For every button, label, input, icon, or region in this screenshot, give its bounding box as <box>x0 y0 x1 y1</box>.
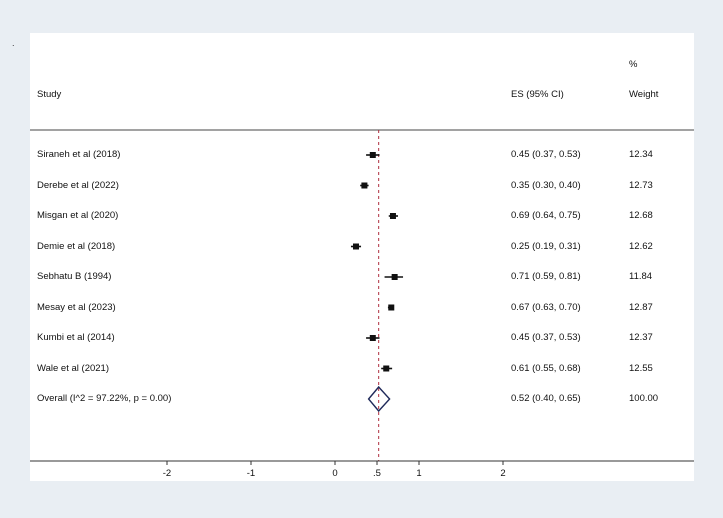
study-label: Derebe et al (2022) <box>37 179 119 191</box>
es-value: 0.67 (0.63, 0.70) <box>511 301 581 313</box>
point-estimate-marker <box>383 365 390 372</box>
point-estimate-marker <box>369 152 376 158</box>
forest-chart-svg: -2 -1 0 .5 1 2 <box>30 129 694 479</box>
weight-value: 12.73 <box>629 179 653 191</box>
study-label: Demie et al (2018) <box>37 240 116 252</box>
point-estimate-marker <box>391 274 398 280</box>
point-estimate-marker <box>369 335 376 341</box>
weight-value: 11.84 <box>629 271 653 282</box>
point-estimate-marker <box>389 213 396 219</box>
corner-mark: . <box>12 38 15 48</box>
study-label: Wale et al (2021) <box>37 362 109 374</box>
weight-value: 12.37 <box>629 332 653 343</box>
es-value: 0.71 (0.59, 0.81) <box>511 271 581 282</box>
study-label: Mesay et al (2023) <box>37 301 116 313</box>
weight-value: 12.55 <box>629 362 653 374</box>
study-header: Study <box>37 89 62 100</box>
pct-header: % <box>629 59 638 70</box>
forest-plot: % Study ES (95% CI) Weight Siraneh et al… <box>30 33 694 481</box>
point-estimate-marker <box>361 182 368 189</box>
x-tick-label: -1 <box>247 468 255 479</box>
study-label: Sebhatu B (1994) <box>37 271 112 282</box>
point-estimate-marker <box>388 304 395 311</box>
es-value: 0.61 (0.55, 0.68) <box>511 362 581 374</box>
weight-header: Weight <box>629 89 659 100</box>
es-value: 0.35 (0.30, 0.40) <box>511 179 581 191</box>
study-label: Misgan et al (2020) <box>37 210 119 221</box>
es-header: ES (95% CI) <box>511 89 564 100</box>
es-value: 0.45 (0.37, 0.53) <box>511 332 581 343</box>
weight-value: 12.62 <box>629 240 653 252</box>
overall-weight-value: 100.00 <box>629 393 659 404</box>
weight-value: 12.87 <box>629 301 653 313</box>
overall-label: Overall (I^2 = 97.22%, p = 0.00) <box>37 393 172 404</box>
es-value: 0.69 (0.64, 0.75) <box>511 210 581 221</box>
weight-value: 12.68 <box>629 210 653 221</box>
x-tick-label: 0 <box>332 468 337 479</box>
x-tick-label: 2 <box>500 468 505 479</box>
overall-diamond <box>367 385 391 413</box>
study-label: Kumbi et al (2014) <box>37 332 115 343</box>
study-label: Siraneh et al (2018) <box>37 149 121 160</box>
x-tick-label: .5 <box>373 468 381 479</box>
overall-es-value: 0.52 (0.40, 0.65) <box>511 393 581 404</box>
point-estimate-marker <box>353 243 359 250</box>
weight-value: 12.34 <box>629 149 653 160</box>
es-value: 0.25 (0.19, 0.31) <box>511 240 581 252</box>
x-tick-label: 1 <box>416 468 421 479</box>
x-tick-label: -2 <box>163 468 171 479</box>
es-value: 0.45 (0.37, 0.53) <box>511 149 581 160</box>
